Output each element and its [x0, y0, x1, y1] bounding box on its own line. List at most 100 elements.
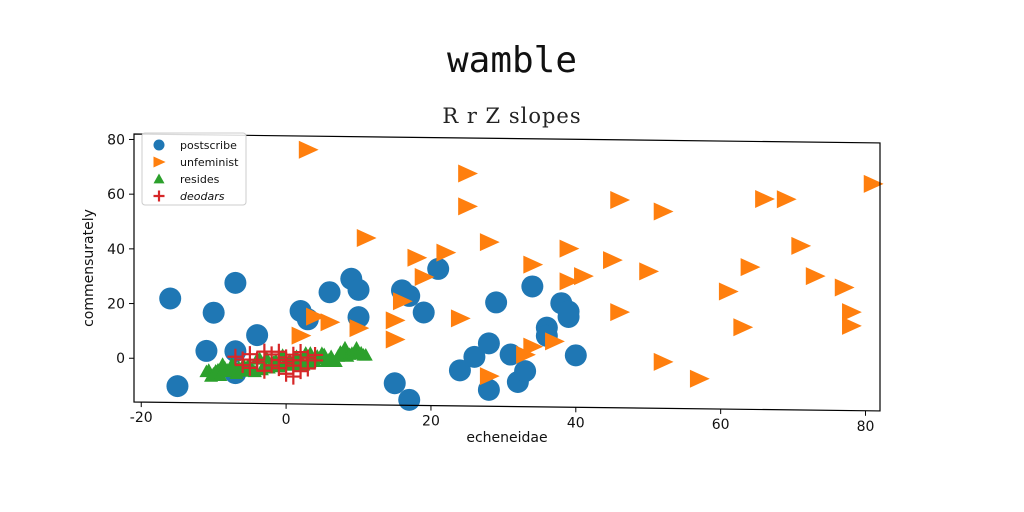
chart-title: wamble	[446, 40, 578, 81]
resides-point	[358, 348, 373, 361]
unfeminist-point	[805, 267, 826, 286]
postscribe-point	[224, 271, 247, 294]
legend-label-deodars: deodars	[180, 190, 225, 203]
axes: -20 0 20 40 60 80 0 20 40 60 80 echeneidae commensur…	[81, 132, 881, 446]
plot-area	[159, 140, 884, 411]
unfeminist-point	[610, 303, 631, 322]
postscribe-point	[318, 281, 341, 304]
unfeminist-point	[523, 337, 544, 356]
x-tick-label: 80	[857, 419, 875, 435]
unfeminist-point	[356, 228, 377, 247]
legend-label-unfeminist: unfeminist	[180, 156, 239, 169]
unfeminist-point	[392, 292, 413, 311]
unfeminist-point	[863, 174, 884, 193]
unfeminist-point	[689, 369, 710, 388]
unfeminist-point	[610, 190, 631, 209]
resides-point	[213, 368, 228, 382]
deodars-point	[307, 346, 324, 363]
deodars-point	[249, 351, 266, 368]
unfeminist-point	[842, 303, 862, 322]
legend-marker-unfeminist	[153, 156, 166, 168]
unfeminist-point	[349, 319, 370, 338]
unfeminist-point	[559, 272, 580, 291]
x-tick-label: -20	[130, 410, 153, 426]
unfeminist-point	[653, 202, 674, 221]
unfeminist-point	[545, 332, 565, 351]
x-tick-label: 20	[422, 414, 440, 430]
postscribe-point	[166, 375, 189, 398]
unfeminist-point	[407, 248, 428, 267]
unfeminist-point	[414, 267, 435, 286]
deodars-point	[285, 368, 302, 385]
unfeminist-point	[755, 189, 775, 208]
unfeminist-point	[385, 330, 406, 349]
unfeminist-point	[291, 326, 312, 345]
unfeminist-point	[385, 311, 406, 330]
postscribe-point	[448, 359, 471, 382]
x-tick-label: 60	[712, 417, 730, 433]
postscribe-point	[477, 332, 500, 355]
legend-label-postscribe: postscribe	[180, 139, 237, 152]
postscribe-point	[514, 360, 537, 383]
postscribe-point	[412, 301, 435, 324]
deodars-point	[256, 343, 273, 360]
plot-frame	[133, 133, 881, 412]
postscribe-point	[557, 300, 580, 323]
unfeminist-point	[516, 345, 536, 364]
unfeminist-point	[718, 282, 739, 301]
x-axis-label: echeneidae	[466, 430, 547, 446]
postscribe-point	[195, 339, 218, 362]
unfeminist-point	[603, 251, 623, 270]
postscribe-point	[477, 378, 500, 401]
unfeminist-point	[436, 243, 457, 262]
unfeminist-point	[639, 262, 660, 281]
unfeminist-point	[306, 307, 326, 326]
unfeminist-point	[834, 278, 855, 297]
deodars-point	[241, 359, 258, 376]
unfeminist-point	[479, 367, 500, 386]
postscribe-point	[398, 388, 421, 411]
deodars-point	[292, 344, 309, 361]
unfeminist-point	[740, 258, 761, 277]
x-tick-label: 0	[282, 412, 291, 428]
postscribe-point	[521, 275, 544, 298]
unfeminist-point	[458, 164, 478, 183]
postscribe-point	[246, 324, 269, 347]
unfeminist-point	[776, 190, 797, 209]
y-tick-label: 20	[107, 297, 125, 313]
y-tick-label: 60	[107, 187, 125, 203]
deodars-point	[278, 352, 295, 369]
legend-marker-resides	[153, 173, 165, 184]
postscribe-point	[347, 278, 370, 301]
unfeminist-point	[320, 313, 341, 332]
deodars-point	[270, 343, 287, 360]
unfeminist-point	[458, 197, 478, 216]
legend-box	[141, 132, 247, 206]
unfeminist-point	[450, 309, 471, 328]
postscribe-point	[463, 345, 486, 368]
unfeminist-point	[653, 352, 674, 371]
deodars-point	[299, 360, 316, 377]
unfeminist-point	[479, 233, 500, 252]
postscribe-point	[564, 344, 587, 367]
legend-marker-postscribe	[153, 139, 165, 151]
unfeminist-point	[523, 255, 544, 274]
legend-marker-deodars	[153, 190, 165, 202]
legend-label-resides: resides	[180, 173, 220, 186]
unfeminist-point	[842, 316, 862, 335]
unfeminist-point	[574, 267, 594, 286]
deodars-point	[234, 351, 251, 368]
postscribe-point	[383, 372, 406, 395]
y-tick-label: 0	[116, 351, 125, 367]
legend: postscribe unfeminist resides deodars	[141, 132, 247, 206]
chart-subtitle: R r Z slopes	[442, 104, 582, 128]
postscribe-point	[485, 291, 508, 314]
unfeminist-point	[298, 140, 319, 159]
unfeminist-point	[559, 239, 580, 258]
x-tick-label: 40	[567, 415, 585, 431]
postscribe-point	[202, 301, 225, 324]
postscribe-point	[159, 287, 182, 310]
y-tick-label: 40	[107, 242, 125, 258]
postscribe-point	[427, 257, 450, 280]
